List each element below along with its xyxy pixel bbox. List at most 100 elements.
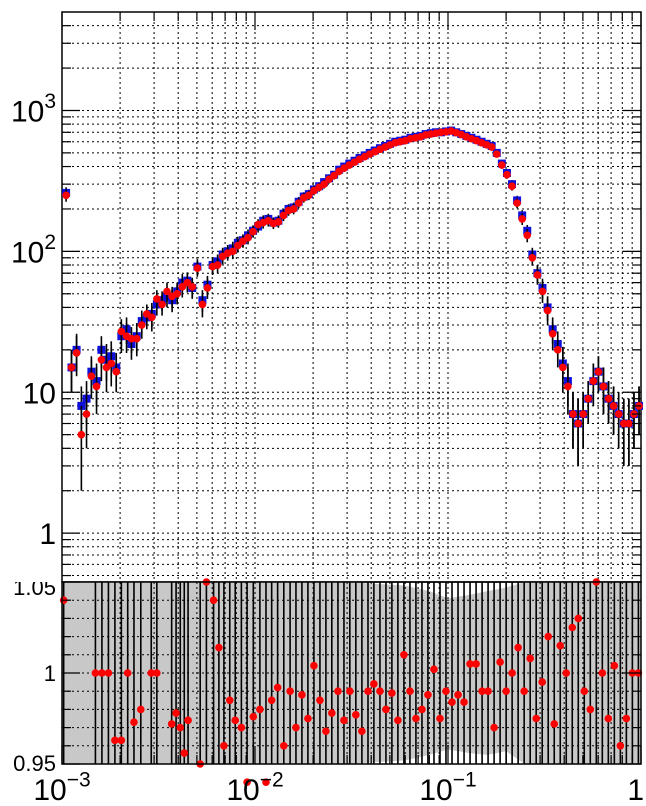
main-plot-grid (61, 12, 642, 582)
data-point (614, 410, 623, 418)
data-point (599, 382, 608, 391)
data-point (503, 170, 511, 179)
ratio-point (286, 687, 294, 695)
data-point (67, 363, 76, 372)
data-point (87, 372, 96, 381)
data-point (609, 402, 618, 410)
ratio-point (490, 723, 498, 732)
main-plot-frame (61, 11, 642, 583)
ratio-point (249, 712, 258, 721)
ratio-y-tick-label-1: 1 (44, 661, 56, 686)
ratio-plot-ticks (61, 581, 642, 765)
ratio-point (176, 723, 185, 732)
data-point (523, 231, 532, 240)
ratio-point (136, 705, 145, 714)
ratio-point (622, 714, 631, 723)
ratio-point (586, 705, 595, 714)
ratio-point (550, 720, 559, 728)
ratio-point (388, 689, 396, 697)
ratio-point (520, 687, 528, 695)
data-point (137, 321, 146, 329)
data-point (178, 283, 187, 291)
x-tick-label-3: 1 (627, 774, 644, 806)
ratio-point (460, 698, 468, 706)
data-point (249, 227, 257, 236)
ratio-point (117, 736, 126, 745)
data-point (203, 284, 212, 292)
data-point (97, 355, 106, 364)
ratio-point (328, 709, 336, 717)
data-point (153, 295, 161, 303)
ratio-point (370, 680, 378, 688)
ratio-point (610, 661, 619, 670)
data-point (188, 283, 197, 291)
main-plot-series (62, 126, 644, 491)
ratio-point (514, 643, 522, 652)
data-point (487, 143, 496, 151)
ratio-point (256, 705, 264, 714)
ratio-point (322, 727, 330, 736)
data-point (148, 313, 156, 322)
data-point (173, 289, 181, 298)
ratio-point (466, 660, 474, 668)
ratio-point (334, 687, 342, 695)
x-tick-label-2: 10−1 (419, 769, 476, 806)
data-point (244, 233, 252, 242)
data-point (193, 264, 202, 272)
ratio-point (484, 687, 492, 695)
data-point (513, 199, 521, 207)
data-point (533, 271, 542, 279)
x-tick-label-0: 10−3 (33, 769, 90, 806)
ratio-point (104, 669, 113, 677)
data-point (279, 211, 288, 220)
data-point (604, 394, 613, 403)
ratio-point (478, 687, 486, 695)
ratio-point (209, 596, 218, 604)
ratio-y-tick-label-2: 1.05 (13, 575, 56, 600)
data-point (228, 247, 237, 256)
data-point (543, 306, 552, 315)
ratio-point (167, 720, 176, 728)
ratio-plot-y-tick-labels: 0.95 1 1.05 (13, 575, 56, 776)
ratio-point (243, 778, 251, 786)
ratio-point (412, 714, 420, 723)
ratio-point (310, 661, 318, 670)
ratio-point (220, 742, 228, 750)
data-point (330, 171, 338, 180)
ratio-point (358, 727, 366, 736)
data-point (158, 300, 166, 309)
ratio-point (526, 654, 534, 663)
ratio-point (562, 669, 571, 677)
ratio-point (352, 711, 360, 719)
data-point (127, 334, 136, 343)
ratio-point (364, 687, 372, 695)
ratio-point (448, 698, 456, 706)
data-point (498, 161, 506, 169)
x-axis-tick-labels: 10−3 10−2 10−1 1 (33, 769, 644, 806)
data-point (589, 377, 598, 385)
ratio-plot-series (59, 578, 643, 786)
data-point (528, 254, 537, 262)
data-point (82, 410, 91, 418)
ratio-point (180, 749, 189, 757)
ratio-point (123, 669, 132, 677)
ratio-point (267, 696, 276, 705)
ratio-point (430, 665, 438, 674)
data-point (538, 287, 547, 296)
ratio-point (346, 687, 354, 695)
ratio-point (147, 669, 156, 677)
ratio-point (406, 687, 414, 695)
ratio-point (532, 714, 540, 723)
data-point (518, 215, 526, 223)
ratio-point (436, 714, 444, 723)
ratio-point (502, 687, 510, 695)
main-plot-y-tick-labels: 1 10 102 103 (11, 90, 56, 551)
ratio-point (279, 742, 288, 750)
ratio-point (580, 687, 589, 695)
ratio-point (472, 660, 480, 668)
ratio-point (442, 687, 450, 695)
data-point (72, 349, 81, 357)
ratio-point (400, 651, 408, 659)
ratio-point (508, 669, 516, 677)
